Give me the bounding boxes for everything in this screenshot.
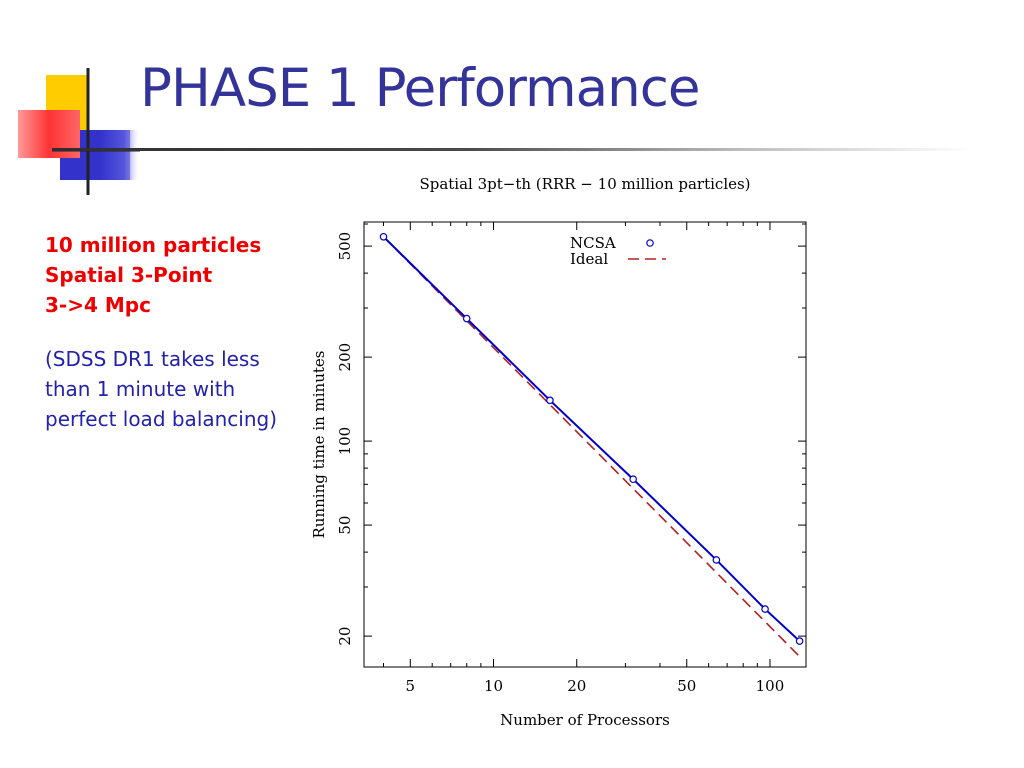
series-line-ncsa bbox=[382, 236, 801, 642]
data-point-ncsa bbox=[546, 396, 554, 405]
y-tick-label: 100 bbox=[336, 427, 354, 456]
x-axis-label: Number of Processors bbox=[500, 711, 670, 729]
title-underline bbox=[52, 148, 972, 151]
sdss-note: (SDSS DR1 takes less than 1 minute with … bbox=[45, 344, 307, 434]
note-line: (SDSS DR1 takes less bbox=[45, 347, 260, 371]
y-tick-label: 20 bbox=[336, 627, 354, 646]
x-tick-label: 50 bbox=[677, 677, 696, 695]
plot-frame bbox=[363, 221, 807, 668]
y-tick-label: 50 bbox=[336, 516, 354, 535]
data-point-ncsa bbox=[761, 605, 769, 613]
x-tick-label: 5 bbox=[406, 677, 416, 695]
legend-marker-ncsa bbox=[646, 239, 654, 247]
series-line-ideal bbox=[382, 236, 801, 658]
y-axis-label: Running time in minutes bbox=[310, 351, 328, 539]
slide-title: PHASE 1 Performance bbox=[140, 58, 700, 119]
highlight-line: Spatial 3-Point bbox=[45, 263, 213, 287]
slide-logo bbox=[18, 68, 140, 195]
data-point-ncsa bbox=[379, 232, 388, 241]
note-line: perfect load balancing) bbox=[45, 407, 278, 431]
highlight-line: 3->4 Mpc bbox=[45, 293, 151, 317]
performance-chart: Spatial 3pt−th (RRR − 10 million particl… bbox=[310, 175, 807, 729]
x-tick-label: 100 bbox=[756, 677, 785, 695]
x-tick-label: 20 bbox=[567, 677, 586, 695]
y-tick-label: 200 bbox=[336, 343, 354, 372]
logo-blue-fade bbox=[100, 130, 140, 180]
chart-title: Spatial 3pt−th (RRR − 10 million particl… bbox=[419, 175, 750, 193]
x-tick-label: 10 bbox=[484, 677, 503, 695]
legend-label-ncsa: NCSA bbox=[570, 234, 616, 252]
legend-label-ideal: Ideal bbox=[570, 250, 608, 268]
data-point-ncsa bbox=[462, 314, 471, 323]
sidebar-text: 10 million particles Spatial 3-Point 3->… bbox=[45, 230, 307, 434]
data-point-ncsa bbox=[712, 556, 721, 564]
data-point-ncsa bbox=[629, 475, 637, 484]
highlight-line: 10 million particles bbox=[45, 233, 262, 257]
note-line: than 1 minute with bbox=[45, 377, 236, 401]
y-tick-label: 500 bbox=[336, 232, 354, 261]
data-point-ncsa bbox=[795, 637, 804, 645]
